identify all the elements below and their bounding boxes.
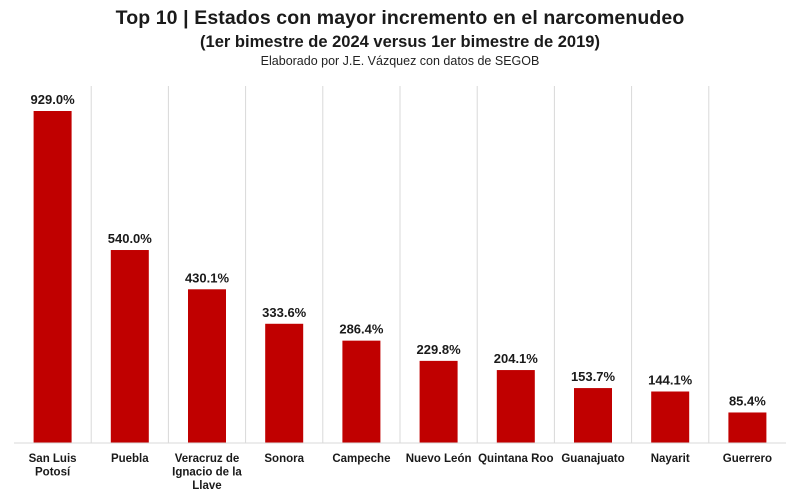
bar [728,412,767,443]
bar [419,360,458,443]
bar [342,340,381,443]
data-label: 929.0% [31,92,76,107]
data-label: 204.1% [494,351,539,366]
bar [574,388,612,443]
bar [110,250,149,443]
data-label: 430.1% [185,270,230,285]
bar [188,289,226,443]
data-label: 286.4% [339,322,384,337]
bar [651,391,690,443]
data-label: 540.0% [108,231,153,246]
chart-subtitle: (1er bimestre de 2024 versus 1er bimestr… [200,33,600,51]
data-label: 333.6% [262,305,307,320]
chart-title: Top 10 | Estados con mayor incremento en… [115,7,685,29]
bar [33,111,72,443]
data-label: 85.4% [729,393,766,408]
bar [265,323,304,443]
data-label: 229.8% [417,342,462,357]
tick-label: Quintana Roo [478,453,553,465]
tick-label: Nuevo León [406,453,472,465]
tick-label: Nayarit [651,453,690,465]
data-label: 144.1% [648,373,693,388]
chart-source: Elaborado por J.E. Vázquez con datos de … [260,54,540,68]
tick-label: San Luis Potosí [29,453,77,479]
tick-label: Sonora [264,453,304,465]
tick-label: Guanajuato [561,453,624,465]
bar [496,370,535,443]
tick-label: Guerrero [723,453,772,465]
tick-label: Campeche [332,453,390,465]
tick-label: Puebla [111,453,149,465]
tick-label: Veracruz de Ignacio de la Llave [172,453,242,492]
data-label: 153.7% [571,369,616,384]
